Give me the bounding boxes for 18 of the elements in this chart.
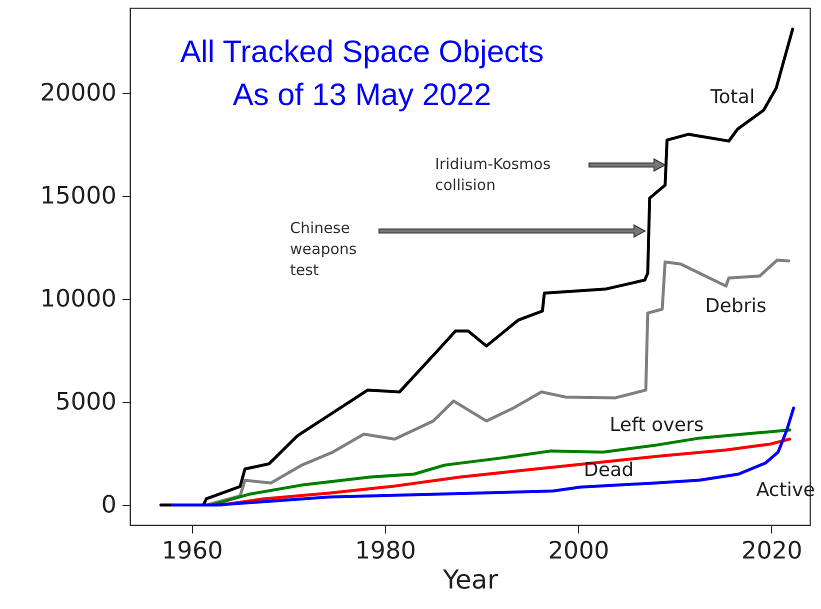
annotation: Iridium-Kosmos collision (435, 155, 551, 194)
series-label: Debris (705, 294, 766, 317)
series-label: Total (709, 86, 755, 108)
y-tick-label: 0 (101, 490, 116, 519)
annotation: Chinese weapons test (290, 219, 357, 279)
x-tick-label: 2000 (548, 536, 610, 564)
x-tick-label: 1980 (354, 536, 416, 564)
text: As of 13 May 2022 (232, 77, 492, 112)
x-axis-title: Year (442, 566, 498, 596)
series-label: Dead (584, 459, 634, 482)
y-tick-label: 5000 (55, 388, 116, 416)
x-tick-label: 1960 (162, 536, 223, 564)
text: All Tracked Space Objects (180, 34, 544, 69)
y-tick-label: 10000 (40, 284, 116, 313)
x-tick-label: 2020 (741, 536, 802, 564)
y-tick-label: 20000 (40, 78, 116, 107)
y-tick-label: 15000 (40, 182, 116, 210)
series-label: Left overs (610, 414, 704, 436)
